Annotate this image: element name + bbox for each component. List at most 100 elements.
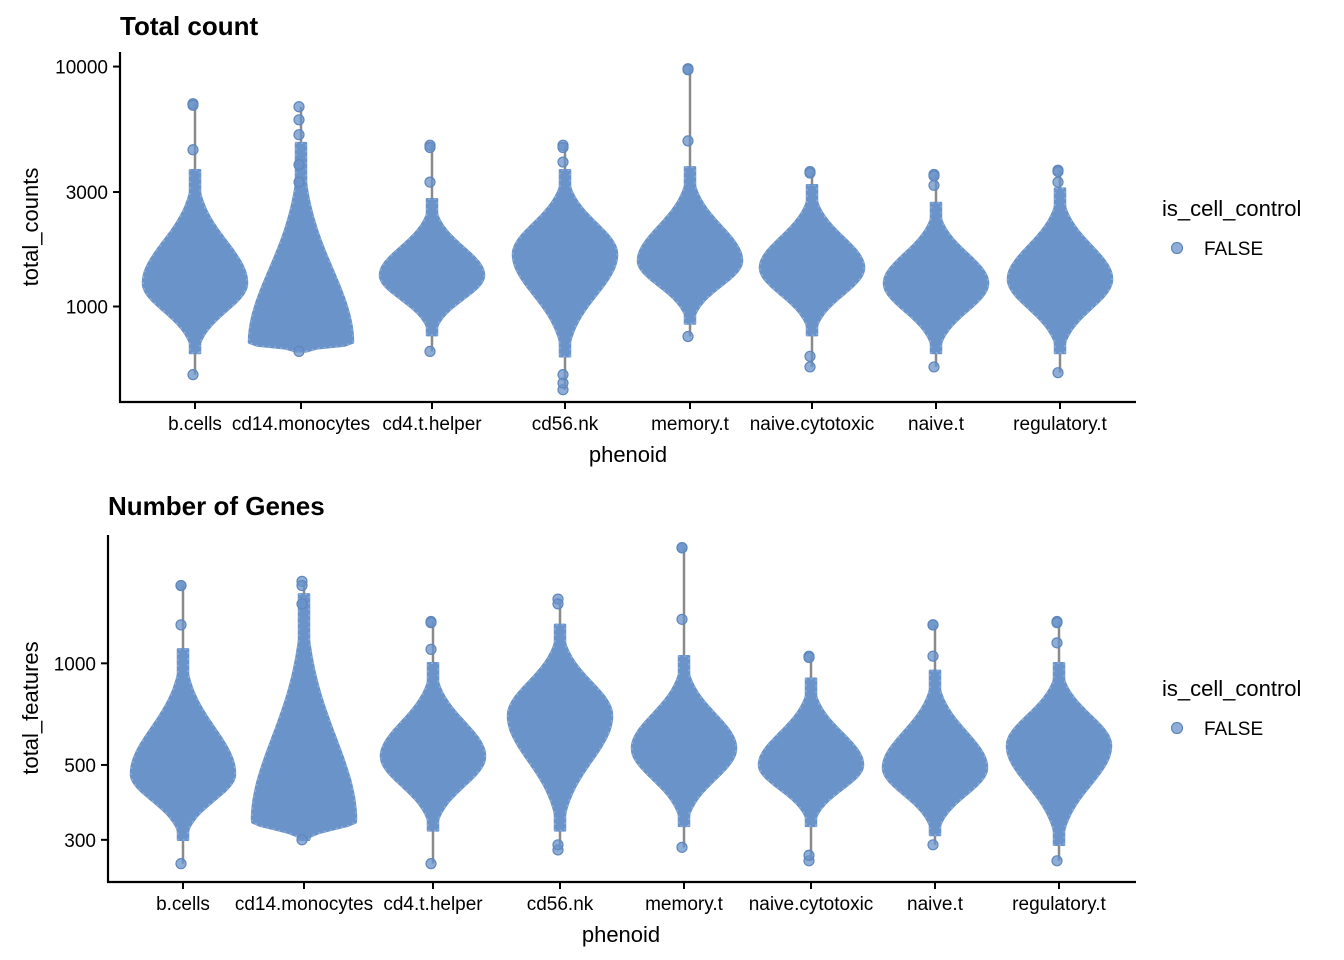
- legend-label: FALSE: [1204, 239, 1263, 260]
- data-point: [293, 101, 305, 113]
- data-point: [557, 156, 569, 168]
- total-count-panel: Total count 1000 3000 10000 b.cells cd14.mo…: [18, 11, 1301, 467]
- data-point: [293, 114, 305, 126]
- x-tick-label: cd14.monocytes: [235, 894, 373, 915]
- violin-cd56-nk: [506, 593, 614, 856]
- data-point: [296, 579, 308, 592]
- data-point: [293, 176, 305, 188]
- violin-body: [1006, 187, 1114, 355]
- violin-body: [506, 623, 614, 832]
- y-tick-label: 1000: [66, 298, 108, 319]
- data-point: [1051, 617, 1063, 629]
- violin-body: [881, 669, 989, 837]
- data-point: [803, 849, 815, 861]
- violin-body: [757, 677, 865, 828]
- data-point: [682, 330, 694, 343]
- data-point: [187, 144, 199, 156]
- data-point: [293, 159, 305, 171]
- plot-area: [129, 542, 1113, 870]
- violin-naive-cytotoxic: [758, 165, 866, 373]
- data-point: [187, 99, 199, 111]
- data-point: [682, 135, 694, 147]
- data-point: [296, 598, 308, 610]
- data-point: [293, 345, 305, 358]
- chart-title: Number of Genes: [108, 491, 325, 521]
- violin-memory-t: [636, 63, 744, 343]
- data-point: [424, 176, 436, 188]
- violin-cd14-monocytes: [247, 101, 355, 358]
- data-point: [676, 841, 688, 853]
- x-tick-label: cd4.t.helper: [382, 414, 482, 435]
- data-point: [804, 167, 816, 179]
- data-point: [424, 345, 436, 358]
- violin-body: [636, 166, 744, 325]
- violin-outline: [758, 678, 864, 827]
- data-point: [296, 834, 308, 846]
- violin-body: [379, 662, 487, 832]
- data-point: [928, 179, 940, 191]
- x-axis-title: phenoid: [582, 922, 660, 947]
- violin-body: [378, 197, 486, 337]
- legend-key-false: [1170, 721, 1184, 735]
- y-axis-ticks: 300 500 1000: [54, 654, 108, 852]
- data-point: [175, 619, 187, 631]
- y-tick-label: 300: [64, 831, 96, 852]
- x-tick-label: naive.cytotoxic: [750, 414, 875, 435]
- x-tick-label: cd14.monocytes: [232, 414, 370, 435]
- data-point: [804, 350, 816, 362]
- data-point: [676, 542, 688, 554]
- data-point: [175, 579, 187, 592]
- violin-body: [129, 648, 237, 842]
- violin-b-cells: [129, 579, 237, 870]
- violin-body: [882, 201, 990, 355]
- data-point: [1052, 176, 1064, 188]
- violin-outline: [631, 655, 737, 827]
- x-tick-label: memory.t: [651, 414, 729, 435]
- violin-regulatory-t: [1006, 164, 1114, 379]
- violin-cd56-nk: [511, 139, 619, 396]
- violin-body: [758, 184, 866, 337]
- chart-title: Total count: [120, 11, 259, 41]
- violin-body: [1005, 662, 1113, 847]
- x-tick-label: naive.t: [908, 414, 965, 435]
- data-point: [425, 643, 437, 655]
- legend-title: is_cell_control: [1162, 196, 1301, 221]
- legend: is_cell_control FALSE: [1162, 196, 1301, 260]
- data-point: [187, 369, 199, 381]
- x-axis-title: phenoid: [589, 442, 667, 467]
- violin-cd4-t-helper: [379, 615, 487, 870]
- data-point: [1051, 855, 1063, 867]
- violin-outline: [142, 169, 248, 354]
- data-point: [1052, 367, 1064, 379]
- violin-memory-t: [630, 542, 738, 853]
- data-point: [682, 64, 694, 76]
- violin-body: [630, 654, 738, 828]
- y-tick-label: 3000: [66, 183, 108, 204]
- y-axis-title: total_counts: [18, 168, 43, 287]
- y-axis-title: total_features: [18, 641, 43, 774]
- violin-body: [247, 141, 355, 353]
- x-tick-label: b.cells: [168, 414, 222, 435]
- x-tick-label: b.cells: [156, 894, 210, 915]
- data-point: [557, 141, 569, 154]
- data-point: [175, 858, 187, 870]
- x-tick-label: regulatory.t: [1013, 414, 1107, 435]
- x-tick-label: naive.t: [907, 894, 964, 915]
- data-point: [425, 858, 437, 870]
- x-tick-label: memory.t: [645, 894, 723, 915]
- x-axis-ticks: b.cells cd14.monocytes cd4.t.helper cd56.nk…: [156, 882, 1107, 915]
- legend-key-false: [1170, 241, 1184, 255]
- data-point: [927, 650, 939, 662]
- violin-cd14-monocytes: [250, 575, 358, 846]
- violin-outline: [1007, 187, 1113, 354]
- plot-area: [141, 63, 1114, 396]
- y-axis-ticks: 1000 3000 10000: [55, 58, 120, 319]
- y-tick-label: 500: [64, 756, 96, 777]
- y-tick-label: 1000: [54, 654, 96, 675]
- violin-body: [250, 593, 358, 842]
- data-point: [803, 651, 815, 664]
- data-point: [424, 141, 436, 154]
- data-point: [804, 361, 816, 373]
- data-point: [293, 129, 305, 141]
